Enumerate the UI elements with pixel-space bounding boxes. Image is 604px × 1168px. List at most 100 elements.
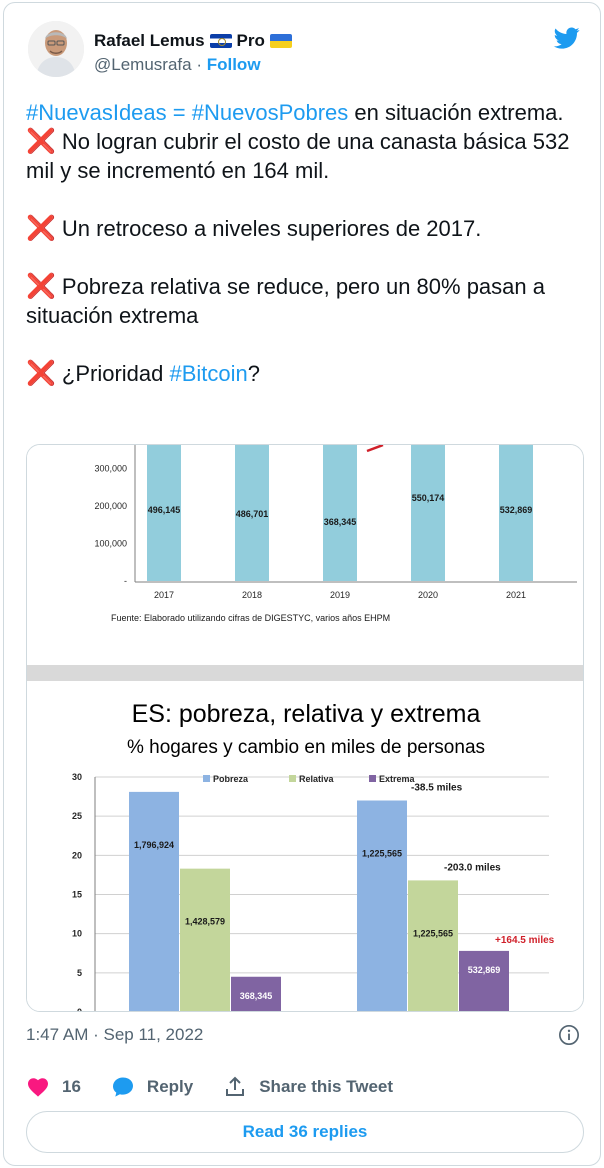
twitter-bird-icon[interactable] xyxy=(552,25,582,51)
el-salvador-flag-icon xyxy=(209,34,232,48)
data-label: 550,174 xyxy=(412,493,445,503)
bar xyxy=(235,445,269,581)
reply-button[interactable]: Reply xyxy=(111,1075,193,1099)
author-badge: Pro xyxy=(236,31,265,50)
tweet-line-2: ❌ No logran cubrir el costo de una canast… xyxy=(26,127,586,185)
bar xyxy=(323,445,357,581)
separator-dot: · xyxy=(196,55,202,74)
chart-title: ES: pobreza, relativa y extrema xyxy=(132,700,481,728)
tweet-line-5-q2: ? xyxy=(247,361,261,386)
y-tick-label: 100,000 xyxy=(94,539,127,549)
action-bar: 16 Reply Share this Tweet xyxy=(26,1071,423,1103)
cross-mark-icon: ❌ xyxy=(26,273,56,300)
equals-sign: = xyxy=(166,100,192,125)
tweet-image[interactable]: 400,000300,000200,000100,000-496,1452017… xyxy=(26,444,584,1012)
cross-mark-icon: ❌ xyxy=(26,360,56,387)
hashtag-nuevasideas[interactable]: #NuevasIdeas xyxy=(26,100,167,125)
tweet-text: #NuevasIdeas = #NuevosPobres en situació… xyxy=(26,98,586,388)
tweet-card: Rafael Lemus Pro @Lemusrafa · Follow #Nu… xyxy=(3,2,601,1166)
legend-label: Extrema xyxy=(379,774,416,784)
bar xyxy=(180,868,230,1011)
y-tick-label: 0 xyxy=(77,1007,82,1012)
data-label: 486,701 xyxy=(236,509,269,519)
legend-label: Pobreza xyxy=(213,774,249,784)
change-annotation: +164.5 miles xyxy=(495,935,555,946)
follow-button[interactable]: Follow xyxy=(206,55,261,74)
tweet-line-3-text: Un retroceso a niveles superiores de 201… xyxy=(61,216,482,241)
read-replies-button[interactable]: Read 36 replies xyxy=(26,1111,584,1153)
bar xyxy=(411,445,445,581)
data-label: 1,428,579 xyxy=(185,917,225,927)
data-label: 368,345 xyxy=(324,517,357,527)
y-tick-label: 25 xyxy=(72,811,82,821)
bar xyxy=(129,791,179,1011)
author-handle-row: @Lemusrafa · Follow xyxy=(94,55,261,75)
share-button[interactable]: Share this Tweet xyxy=(223,1075,393,1099)
legend-swatch xyxy=(369,775,376,782)
data-label: 1,225,565 xyxy=(362,849,402,859)
reply-bubble-icon xyxy=(112,1077,133,1097)
hashtag-bitcoin[interactable]: #Bitcoin xyxy=(169,361,248,386)
data-label: 532,869 xyxy=(468,965,501,975)
tweet-line-3: ❌ Un retroceso a niveles superiores de 20… xyxy=(26,214,586,243)
tweet-line-2-text: No logran cubrir el costo de una canasta… xyxy=(26,129,570,183)
hashtag-nuevospobres[interactable]: #NuevosPobres xyxy=(191,100,349,125)
bar xyxy=(147,445,181,581)
avatar[interactable] xyxy=(28,21,84,77)
legend-label: Relativa xyxy=(299,774,335,784)
data-label: 1,796,924 xyxy=(134,840,174,850)
tweet-line-4: ❌ Pobreza relativa se reduce, pero un 80%… xyxy=(26,272,586,330)
share-label: Share this Tweet xyxy=(259,1077,394,1096)
y-tick-label: - xyxy=(124,576,127,586)
data-label: 496,145 xyxy=(148,505,181,515)
ukraine-flag-icon xyxy=(269,34,292,48)
chart-image: 400,000300,000200,000100,000-496,1452017… xyxy=(27,445,583,1012)
data-label: 368,345 xyxy=(240,991,273,1001)
info-icon[interactable] xyxy=(558,1024,580,1046)
x-tick-label: 2019 xyxy=(330,590,350,600)
y-tick-label: 10 xyxy=(72,929,82,939)
author-name-row[interactable]: Rafael Lemus Pro xyxy=(94,31,292,51)
author-name[interactable]: Rafael Lemus xyxy=(94,31,205,50)
bar xyxy=(459,950,509,1011)
heart-icon xyxy=(28,1078,48,1097)
tweet-line-5-q1: ¿Prioridad xyxy=(61,361,170,386)
data-label: 1,225,565 xyxy=(413,928,453,938)
tweet-line-1: #NuevasIdeas = #NuevosPobres en situació… xyxy=(26,98,586,127)
reply-label: Reply xyxy=(146,1077,194,1096)
author-handle[interactable]: @Lemusrafa xyxy=(94,55,192,74)
chart-divider xyxy=(27,665,583,681)
x-tick-label: 2021 xyxy=(506,590,526,600)
like-button[interactable]: 16 xyxy=(26,1075,81,1099)
timestamp[interactable]: 1:47 AM · Sep 11, 2022 xyxy=(26,1025,204,1044)
change-annotation: -38.5 miles xyxy=(411,783,463,794)
bar xyxy=(231,976,281,1011)
y-tick-label: 300,000 xyxy=(94,464,127,474)
y-tick-label: 20 xyxy=(72,850,82,860)
tweet-line-5: ❌ ¿Prioridad #Bitcoin? xyxy=(26,359,586,388)
legend-swatch xyxy=(289,775,296,782)
profile-photo xyxy=(28,21,84,77)
chart-subtitle: % hogares y cambio en miles de personas xyxy=(127,737,485,758)
bar xyxy=(499,445,533,581)
y-tick-label: 15 xyxy=(72,890,82,900)
x-tick-label: 2018 xyxy=(242,590,262,600)
data-label: 532,869 xyxy=(500,505,533,515)
x-tick-label: 2017 xyxy=(154,590,174,600)
tweet-line-1-rest: en situación extrema. xyxy=(348,100,564,125)
trend-arrow xyxy=(366,445,384,453)
y-tick-label: 30 xyxy=(72,772,82,782)
change-annotation: -203.0 miles xyxy=(444,862,501,873)
y-tick-label: 200,000 xyxy=(94,501,127,511)
chart-source: Fuente: Elaborado utilizando cifras de D… xyxy=(111,613,390,623)
x-tick-label: 2020 xyxy=(418,590,438,600)
y-tick-label: 5 xyxy=(77,968,82,978)
chart-background xyxy=(27,445,583,1011)
cross-mark-icon: ❌ xyxy=(26,128,56,155)
bar xyxy=(357,800,407,1011)
cross-mark-icon: ❌ xyxy=(26,215,56,242)
like-count: 16 xyxy=(62,1077,81,1096)
bar xyxy=(408,880,458,1011)
tweet-line-4-text: Pobreza relativa se reduce, pero un 80% … xyxy=(26,274,545,328)
legend-swatch xyxy=(203,775,210,782)
